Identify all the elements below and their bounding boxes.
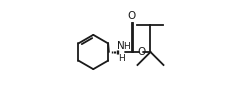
Text: H: H — [123, 42, 130, 51]
Text: O: O — [128, 11, 136, 21]
Text: O: O — [137, 47, 145, 57]
Text: H: H — [118, 54, 125, 63]
Text: N: N — [118, 41, 125, 51]
